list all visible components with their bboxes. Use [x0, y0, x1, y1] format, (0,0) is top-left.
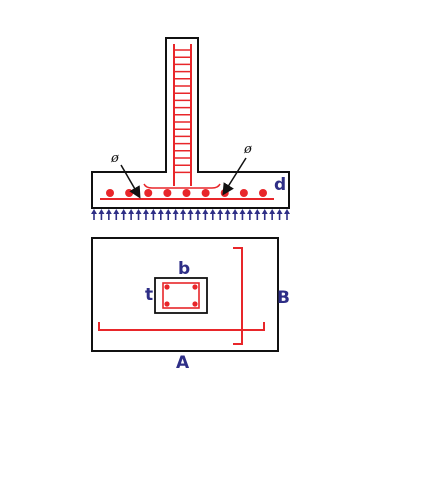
soil-pressure-arrow	[217, 209, 224, 220]
soil-pressure-arrow	[150, 209, 157, 220]
elevation-view: ø ø d	[91, 37, 290, 220]
column-corner-bar	[192, 284, 198, 290]
footing-length-label-A: A	[176, 353, 190, 373]
soil-pressure-arrow	[239, 209, 246, 220]
soil-pressure-arrow	[172, 209, 179, 220]
column-corner-bar	[192, 301, 198, 307]
bottom-bar-dot	[163, 189, 172, 197]
soil-pressure-arrow	[246, 209, 253, 220]
bottom-bar-dot	[239, 189, 248, 197]
footing-width-label-B: B	[277, 288, 290, 308]
phi-leader-left	[120, 164, 141, 199]
soil-pressure-arrow	[113, 209, 120, 220]
soil-pressure-arrow	[194, 209, 201, 220]
soil-pressure-arrow	[224, 209, 231, 220]
column-plan-tie	[162, 282, 200, 309]
bottom-bar-dot	[125, 189, 134, 197]
bottom-bar-dot	[182, 189, 191, 197]
soil-pressure-arrow	[91, 209, 97, 220]
plan-rebar-A-direction	[98, 322, 265, 331]
phi-label-right: ø	[243, 142, 252, 157]
column-depth-label-t: t	[145, 285, 153, 305]
soil-pressure-arrow	[202, 209, 209, 220]
bottom-bar-dot	[106, 189, 114, 197]
column-width-label-b: b	[178, 259, 190, 279]
soil-pressure-arrows	[91, 209, 290, 220]
bottom-bar-dots	[106, 189, 267, 197]
soil-pressure-arrow	[142, 209, 149, 220]
plan-view: b t B A	[91, 237, 290, 373]
bottom-bar-dot	[201, 189, 210, 197]
soil-pressure-arrow	[105, 209, 112, 220]
soil-pressure-arrow	[135, 209, 142, 220]
depth-label-d: d	[274, 175, 286, 195]
soil-pressure-arrow	[187, 209, 194, 220]
starter-bar-bend	[143, 183, 221, 189]
soil-pressure-arrow	[165, 209, 172, 220]
soil-pressure-arrow	[232, 209, 239, 220]
column-stirrups	[174, 49, 191, 174]
plan-rebar-B-direction	[233, 247, 243, 345]
soil-pressure-arrow	[180, 209, 187, 220]
bottom-bar-dot	[144, 189, 153, 197]
soil-pressure-arrow	[269, 209, 276, 220]
soil-pressure-arrow	[276, 209, 283, 220]
soil-pressure-arrow	[157, 209, 164, 220]
soil-pressure-arrow	[261, 209, 268, 220]
soil-pressure-arrow	[254, 209, 261, 220]
column-corner-bars	[164, 284, 198, 307]
bottom-bar-dot	[259, 189, 267, 197]
column-corner-bar	[164, 284, 170, 290]
column-corner-bar	[164, 301, 170, 307]
soil-pressure-arrow	[209, 209, 216, 220]
phi-leader-right	[222, 157, 247, 196]
soil-pressure-arrow	[128, 209, 135, 220]
phi-label-left: ø	[110, 151, 119, 166]
soil-pressure-arrow	[98, 209, 105, 220]
soil-pressure-arrow	[120, 209, 127, 220]
soil-pressure-arrow	[284, 209, 290, 220]
